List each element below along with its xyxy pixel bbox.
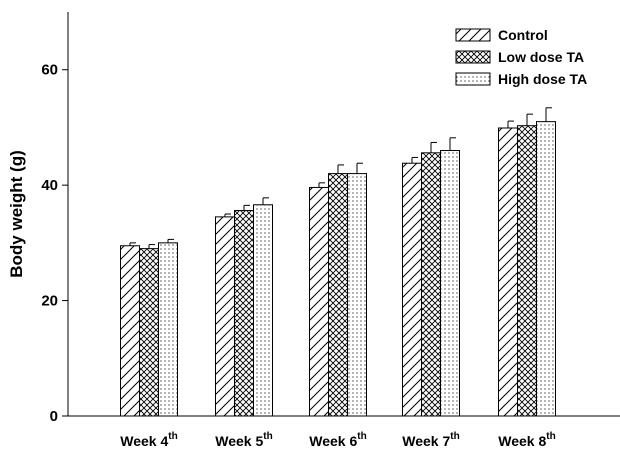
bar xyxy=(253,204,273,417)
bar xyxy=(158,242,178,417)
x-labels: Week 4th Week 5th Week 6th Week 7th Week 8th xyxy=(120,431,555,449)
bar xyxy=(328,173,348,417)
bar xyxy=(536,121,556,417)
x-tick-label-main: Week 6 xyxy=(309,433,357,449)
bar xyxy=(440,150,460,417)
y-tick-label: 60 xyxy=(41,62,58,79)
x-tick-label-main: Week 8 xyxy=(498,433,546,449)
x-tick-label-sup: th xyxy=(263,431,272,442)
x-tick-label-sup: th xyxy=(357,431,366,442)
bar xyxy=(517,125,537,417)
x-tick-label-main: Week 5 xyxy=(215,433,263,449)
bar xyxy=(120,245,140,417)
x-tick-label-main: Week 7 xyxy=(402,433,450,449)
x-tick-label: Week 7th xyxy=(402,431,459,449)
y-axis-title: Body weight (g) xyxy=(7,150,26,277)
bar xyxy=(402,162,422,417)
x-tick-label-sup: th xyxy=(168,431,177,442)
x-tick-label-main: Week 4 xyxy=(120,433,168,449)
bar xyxy=(215,216,235,417)
y-tick-label: 0 xyxy=(50,408,58,425)
x-tick-label: Week 8th xyxy=(498,431,555,449)
y-ticks: 0 20 40 60 xyxy=(41,62,68,425)
legend-swatch xyxy=(455,28,491,42)
bar xyxy=(234,210,254,417)
bar xyxy=(139,248,159,417)
bar xyxy=(498,127,518,417)
bar xyxy=(309,186,329,417)
x-tick-label: Week 4th xyxy=(120,431,177,449)
bar xyxy=(421,152,441,417)
x-tick-label: Week 5th xyxy=(215,431,272,449)
legend-label: Control xyxy=(498,27,548,43)
legend-label: High dose TA xyxy=(498,71,587,87)
legend-label: Low dose TA xyxy=(498,49,584,65)
bar xyxy=(347,173,367,417)
x-tick-label-sup: th xyxy=(450,431,459,442)
legend-swatch xyxy=(455,72,491,86)
legend: Control Low dose TA High dose TA xyxy=(455,27,587,87)
legend-swatch xyxy=(455,50,491,64)
x-tick-label: Week 6th xyxy=(309,431,366,449)
bars xyxy=(120,107,556,417)
x-tick-label-sup: th xyxy=(546,431,555,442)
y-tick-label: 40 xyxy=(41,177,58,194)
y-tick-label: 20 xyxy=(41,293,58,310)
